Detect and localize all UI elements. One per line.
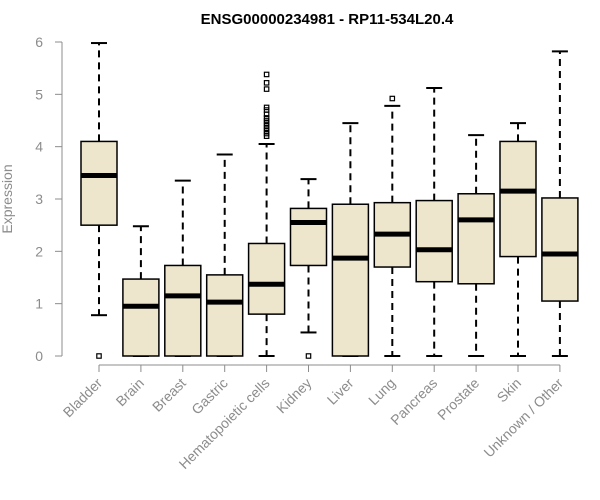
iqr-box bbox=[541, 197, 579, 302]
outlier-point bbox=[263, 80, 270, 86]
x-tick-label: Bladder bbox=[60, 375, 106, 421]
box-gastric bbox=[205, 153, 244, 357]
iqr-box bbox=[289, 207, 328, 267]
iqr-box bbox=[247, 242, 286, 315]
y-tick-label: 5 bbox=[35, 86, 43, 102]
y-axis-label: Expression bbox=[0, 164, 15, 233]
box-lung bbox=[373, 95, 412, 357]
box-breast bbox=[164, 179, 202, 357]
outlier-point bbox=[305, 353, 312, 359]
outlier-point bbox=[389, 95, 396, 102]
iqr-box bbox=[415, 199, 453, 283]
outlier-point bbox=[263, 104, 270, 111]
x-tick-label: Kidney bbox=[273, 375, 315, 417]
box-prostate bbox=[457, 134, 495, 357]
box-liver bbox=[331, 122, 370, 357]
box-brain bbox=[122, 225, 160, 357]
y-tick-label: 4 bbox=[35, 139, 43, 155]
outlier-point bbox=[96, 353, 102, 359]
iqr-box bbox=[164, 264, 202, 357]
x-tick-label: Brain bbox=[113, 375, 147, 409]
x-tick-label: Liver bbox=[324, 375, 357, 408]
x-tick-label: Breast bbox=[149, 375, 189, 415]
iqr-box bbox=[122, 278, 160, 357]
box-unknown-other bbox=[541, 50, 579, 357]
chart-title: ENSG00000234981 - RP11-534L20.4 bbox=[201, 11, 454, 28]
iqr-box bbox=[457, 193, 495, 285]
x-tick-label: Prostate bbox=[434, 375, 482, 423]
y-tick-label: 3 bbox=[35, 191, 43, 207]
plot-area bbox=[80, 42, 579, 359]
x-tick-label: Pancreas bbox=[387, 375, 440, 428]
x-tick-label: Skin bbox=[494, 375, 525, 406]
y-tick-label: 2 bbox=[35, 243, 43, 259]
y-tick-label: 0 bbox=[35, 348, 43, 364]
box-hematopoietic-cells bbox=[247, 71, 286, 357]
outlier-point bbox=[263, 86, 270, 92]
box-bladder bbox=[80, 42, 118, 359]
outlier-point bbox=[263, 115, 270, 121]
box-pancreas bbox=[415, 87, 453, 357]
iqr-box bbox=[205, 274, 244, 357]
iqr-box bbox=[499, 140, 537, 258]
box-skin bbox=[499, 122, 537, 357]
iqr-box bbox=[80, 140, 118, 226]
y-tick-label: 1 bbox=[35, 296, 43, 312]
iqr-box bbox=[331, 203, 370, 357]
outlier-point bbox=[263, 71, 270, 78]
x-tick-label: Lung bbox=[365, 375, 398, 408]
y-axis: 0 1 2 3 4 5 6 bbox=[35, 34, 63, 364]
box-kidney bbox=[289, 178, 328, 359]
y-tick-label: 6 bbox=[35, 34, 43, 50]
x-tick-label: Unknown / Other bbox=[480, 375, 566, 461]
